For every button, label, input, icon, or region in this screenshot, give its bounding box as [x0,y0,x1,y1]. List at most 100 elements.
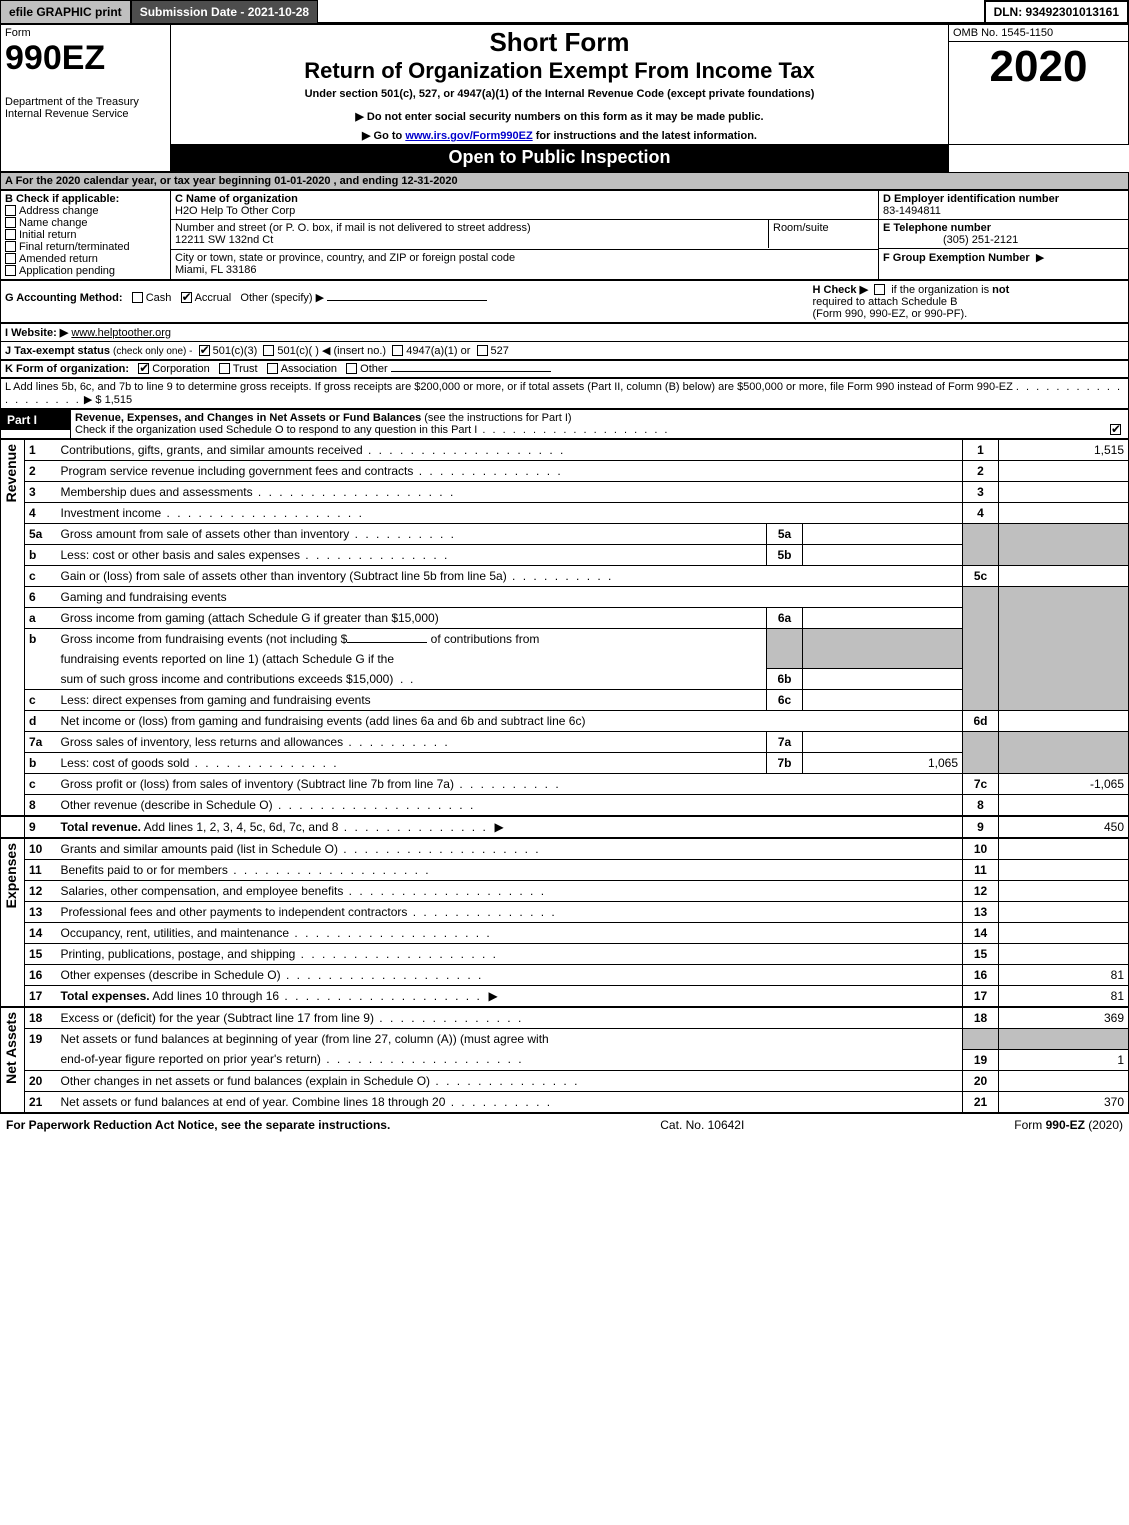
checkbox-501c[interactable] [263,345,274,356]
checkbox-application-pending[interactable]: Application pending [5,265,166,277]
row-5ab-shade-amt [999,523,1129,565]
row-17-desc: Add lines 10 through 16 [150,989,279,1003]
netassets-vlabel: Net Assets [1,1008,21,1088]
row-12-box: 12 [963,881,999,902]
row-13-box: 13 [963,902,999,923]
row-3-desc: Membership dues and assessments [61,485,253,499]
row-21-amt: 370 [999,1091,1129,1112]
row-5b: b Less: cost or other basis and sales ex… [1,544,1129,565]
checkbox-initial-return[interactable]: Initial return [5,229,166,241]
website-value: www.helptoother.org [71,327,171,339]
row-7a-ibox: 7a [767,732,803,753]
row-5c-amt [999,565,1129,586]
checkbox-final-return[interactable]: Final return/terminated [5,241,166,253]
checkbox-association[interactable] [267,363,278,374]
checkbox-address-change-label: Address change [19,205,99,217]
other-specify-input[interactable] [327,300,487,301]
goto-pre: Go to [374,130,406,142]
period-line: A For the 2020 calendar year, or tax yea… [1,172,1129,189]
row-20-num: 20 [25,1070,57,1091]
box-def: D Employer identification number 83-1494… [879,190,1129,279]
title-cell: Short Form Return of Organization Exempt… [171,25,949,145]
checkbox-501c3[interactable] [199,345,210,356]
row-14: 14 Occupancy, rent, utilities, and maint… [1,923,1129,944]
checkbox-corporation[interactable] [138,363,149,374]
row-5ab-shade-box [963,523,999,565]
row-13-desc: Professional fees and other payments to … [61,905,408,919]
form-id-cell: Form 990EZ Department of the Treasury In… [1,25,171,172]
row-5a-ival [803,523,963,544]
row-16-desc: Other expenses (describe in Schedule O) [61,968,281,982]
row-6b-1: b Gross income from fundraising events (… [1,628,1129,649]
row-9-desc-b: Total revenue. [61,820,141,834]
row-6b-ival [803,669,963,690]
line-l: L Add lines 5b, 6c, and 7b to line 9 to … [1,378,1129,408]
checkbox-name-change[interactable]: Name change [5,217,166,229]
street-label: Number and street (or P. O. box, if mail… [175,222,531,234]
part1-label: Part I [1,410,70,430]
row-18-num: 18 [25,1007,57,1029]
row-6-desc: Gaming and fundraising events [61,590,227,604]
phone-value: (305) 251-2121 [883,234,1018,246]
row-6a-ibox: 6a [767,607,803,628]
city-label: City or town, state or province, country… [175,252,515,264]
row-2: 2 Program service revenue including gove… [1,460,1129,481]
line-l-text: L Add lines 5b, 6c, and 7b to line 9 to … [5,381,1013,393]
row-12-desc: Salaries, other compensation, and employ… [61,884,344,898]
submission-date-button[interactable]: Submission Date - 2021-10-28 [131,0,318,24]
row-5a-desc: Gross amount from sale of assets other t… [61,527,350,541]
row-21-desc: Net assets or fund balances at end of ye… [61,1095,446,1109]
row-6: 6 Gaming and fundraising events [1,586,1129,607]
row-11-num: 11 [25,860,57,881]
checkbox-amended-return[interactable]: Amended return [5,253,166,265]
line-j-label: J Tax-exempt status [5,345,110,357]
label-corporation: Corporation [152,363,209,375]
box-c-street: Number and street (or P. O. box, if mail… [171,220,879,250]
row-4-amt [999,502,1129,523]
checkbox-accrual[interactable] [181,292,192,303]
row-9-desc: Add lines 1, 2, 3, 4, 5c, 6d, 7c, and 8 [141,820,338,834]
checkbox-amended-return-label: Amended return [19,253,98,265]
line-h: H Check ▶ if the organization is not req… [809,280,1129,322]
row-7c-num: c [25,774,57,795]
line-k-label: K Form of organization: [5,363,129,375]
row-20-amt [999,1070,1129,1091]
row-7c-desc: Gross profit or (loss) from sales of inv… [61,777,454,791]
checkbox-part1-schedule-o[interactable] [1110,424,1121,435]
goto-link[interactable]: www.irs.gov/Form990EZ [405,130,532,142]
row-6d-amt [999,711,1129,732]
checkbox-trust[interactable] [219,363,230,374]
checkbox-other-org[interactable] [346,363,357,374]
period-begin: 01-01-2020 [274,175,330,187]
row-20: 20 Other changes in net assets or fund b… [1,1070,1129,1091]
part1-label-cell: Part I [1,409,71,438]
row-12: 12 Salaries, other compensation, and emp… [1,881,1129,902]
row-17-amt: 81 [999,986,1129,1008]
row-14-box: 14 [963,923,999,944]
checkbox-h[interactable] [874,284,885,295]
row-18-desc: Excess or (deficit) for the year (Subtra… [61,1011,374,1025]
checkbox-527[interactable] [477,345,488,356]
row-21-num: 21 [25,1091,57,1112]
org-name: H2O Help To Other Corp [175,205,295,217]
box-c-city: City or town, state or province, country… [171,249,879,279]
title-short-form: Short Form [175,27,944,58]
row-18-box: 18 [963,1007,999,1029]
label-4947: 4947(a)(1) or [406,345,470,357]
row-2-box: 2 [963,460,999,481]
row-6b-blank[interactable] [347,642,427,643]
open-public-inspection: Open to Public Inspection [171,145,949,172]
checkbox-cash[interactable] [132,292,143,303]
checkbox-4947[interactable] [392,345,403,356]
row-19-amt: 1 [999,1049,1129,1070]
row-6a-ival [803,607,963,628]
row-7b-desc: Less: cost of goods sold [61,756,190,770]
other-org-input[interactable] [391,371,551,372]
row-6b-shade1 [767,628,803,669]
efile-print-button[interactable]: efile GRAPHIC print [0,0,131,24]
row-3-box: 3 [963,481,999,502]
checkbox-address-change[interactable]: Address change [5,205,166,217]
row-8-amt [999,795,1129,817]
label-527: 527 [491,345,509,357]
row-1: Revenue 1 Contributions, gifts, grants, … [1,439,1129,460]
